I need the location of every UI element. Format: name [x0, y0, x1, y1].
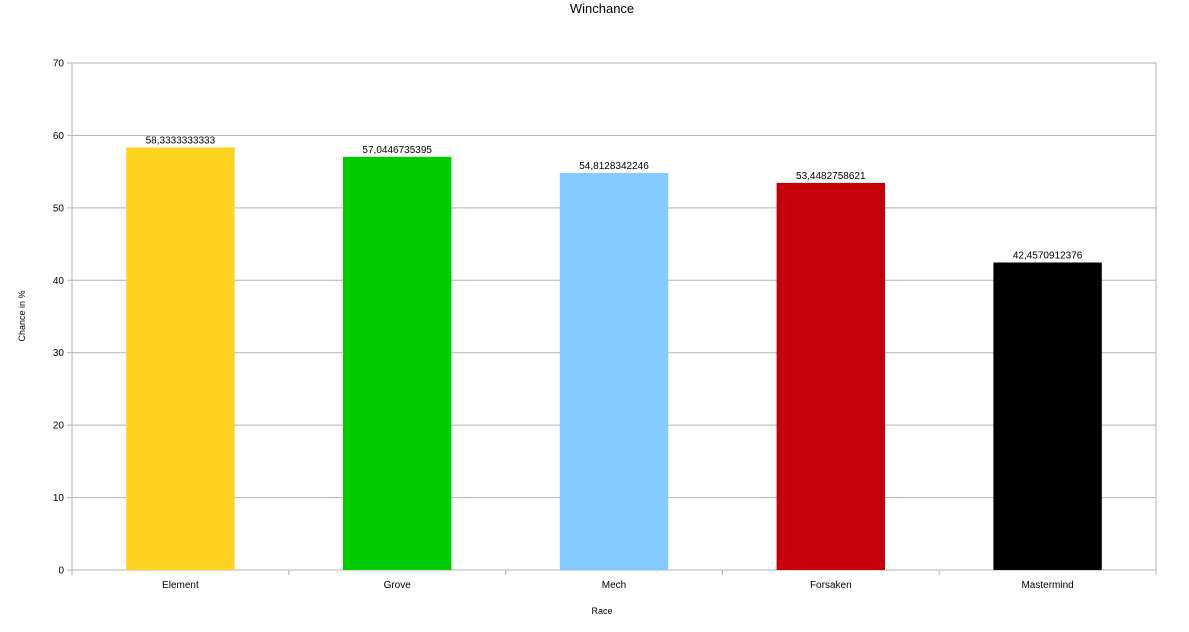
x-axis-ticks: Element Grove Mech Forsaken Mastermind	[71, 570, 1157, 591]
x-category-label: Element	[162, 580, 199, 591]
chart-title: Winchance	[570, 1, 634, 16]
data-label-mech: 54,8128342246	[579, 161, 649, 172]
y-tick-label: 20	[53, 421, 65, 432]
data-label-element: 58,3333333333	[146, 136, 216, 147]
y-tick-label: 40	[53, 276, 65, 287]
x-category-label: Grove	[384, 580, 412, 591]
y-tick-label: 10	[53, 493, 65, 504]
y-axis-title: Chance in %	[17, 290, 27, 341]
data-label-mastermind: 42,4570912376	[1013, 250, 1083, 261]
y-tick-label: 60	[53, 131, 65, 142]
x-category-label: Mech	[602, 580, 626, 591]
x-category-label: Forsaken	[810, 580, 852, 591]
bar-grove	[343, 156, 452, 571]
bar-element	[126, 147, 235, 570]
y-tick-label: 50	[53, 203, 65, 214]
y-tick-label: 30	[53, 348, 65, 359]
bar-forsaken	[776, 182, 885, 570]
bar-mech	[559, 172, 669, 570]
data-label-grove: 57,0446735395	[362, 145, 432, 156]
y-tick-label: 70	[53, 59, 65, 70]
x-category-label: Mastermind	[1021, 580, 1073, 591]
data-label-forsaken: 53,4482758621	[796, 171, 866, 182]
y-tick-label: 0	[58, 566, 64, 577]
bar-mastermind	[993, 262, 1102, 570]
bars	[126, 147, 1102, 571]
x-axis-title: Race	[591, 606, 612, 616]
y-axis-ticks: 0 10 20 30 40 50 60 70	[53, 59, 72, 577]
data-labels: 58,3333333333 57,0446735395 54,8128342246 5…	[146, 136, 1083, 262]
